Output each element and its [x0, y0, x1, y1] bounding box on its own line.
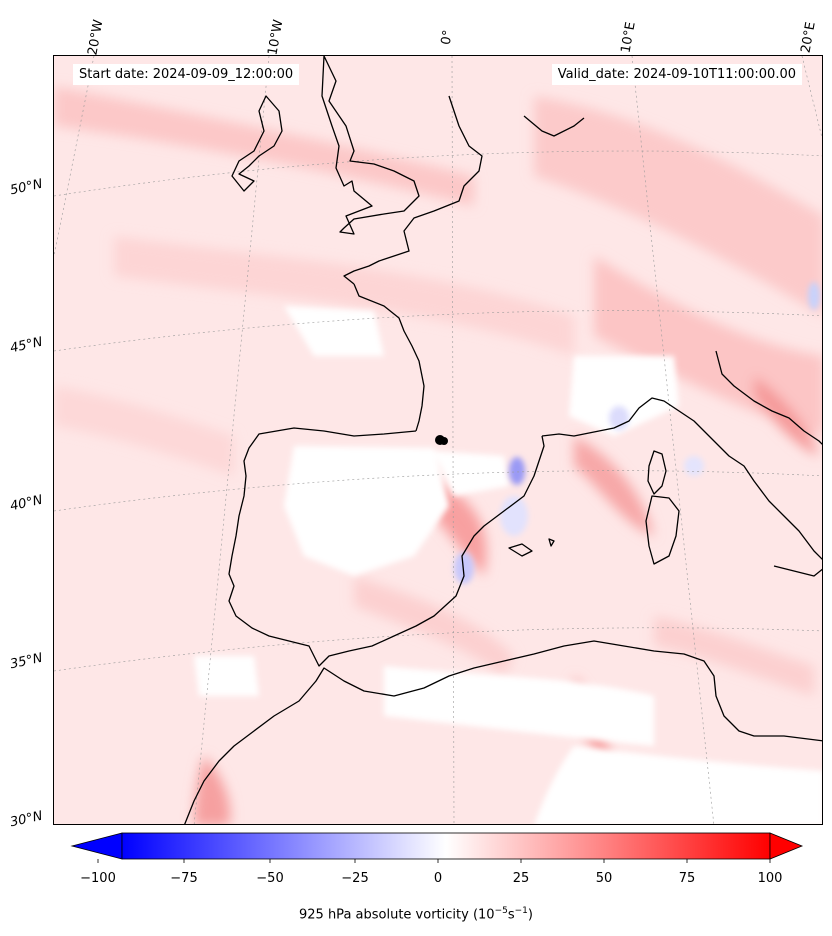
- ireland-coast: [231, 95, 283, 192]
- lat-label-50n: 50°N: [8, 176, 44, 199]
- valid-date-label: Valid_date: 2024-09-10T11:00:00.00: [551, 64, 802, 85]
- colorbar-gradient: [121, 832, 771, 860]
- vorticity-patches: [54, 86, 822, 824]
- colorbar-tick-label: 50: [595, 871, 613, 886]
- corsica-coast: [647, 450, 667, 495]
- colorbar-tick-label: 0: [433, 871, 443, 886]
- sicily-coast: [773, 565, 822, 577]
- lon-label-20w: 20°W: [85, 18, 107, 57]
- colorbar: [70, 832, 804, 863]
- colorbar-extend-max: [769, 832, 804, 860]
- france-south-coast: [541, 397, 822, 560]
- start-date-label: Start date: 2024-09-09_12:00:00: [73, 64, 300, 85]
- lat-label-40n: 40°N: [8, 492, 44, 515]
- france-west-coast: [353, 283, 425, 432]
- colorbar-extend-min: [70, 832, 123, 860]
- norway-denmark-coast: [523, 115, 585, 137]
- lon-label-0: 0°: [438, 28, 457, 47]
- colorbar-tick-label: −50: [256, 871, 284, 886]
- location-marker: [435, 435, 448, 445]
- north-africa-coast: [184, 640, 822, 824]
- lat-label-45n: 45°N: [8, 334, 44, 357]
- lat-label-30n: 30°N: [8, 808, 44, 831]
- colorbar-tick-label: 100: [757, 871, 783, 886]
- britain-coast: [321, 56, 420, 235]
- lon-label-10e: 10°E: [618, 20, 639, 55]
- colorbar-tick-label: −100: [80, 871, 116, 886]
- neutral-regions: [194, 306, 822, 824]
- map-canvas: [54, 56, 822, 824]
- sardinia-coast: [645, 495, 680, 565]
- iberia-coast: [228, 427, 545, 667]
- colorbar-tick-label: 75: [678, 871, 696, 886]
- colorbar-tick-label: 25: [512, 871, 530, 886]
- colorbar-tick-marks: [97, 859, 771, 863]
- italy-coast: [715, 350, 822, 445]
- balearic-coast: [508, 538, 555, 557]
- coastlines: [184, 56, 822, 824]
- colorbar-label: 925 hPa absolute vorticity (10−5s−1): [299, 906, 533, 923]
- vorticity-map: [53, 55, 823, 825]
- graticule: [54, 56, 822, 824]
- lon-label-20e: 20°E: [798, 20, 819, 55]
- continent-coast: [343, 95, 483, 285]
- colorbar-tick-label: −25: [341, 871, 369, 886]
- colorbar-tick-label: −75: [170, 871, 198, 886]
- lon-label-10w: 10°W: [265, 18, 287, 57]
- negative-vorticity-spots: [454, 282, 820, 584]
- lat-label-35n: 35°N: [8, 650, 44, 673]
